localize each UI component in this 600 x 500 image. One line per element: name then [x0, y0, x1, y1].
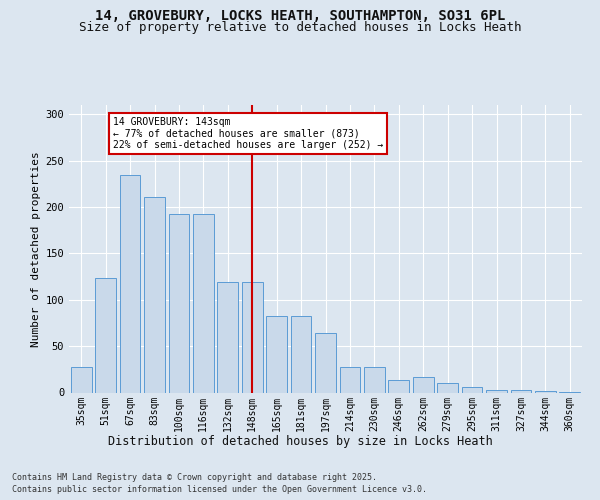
Bar [193, 214, 214, 392]
Y-axis label: Number of detached properties: Number of detached properties [31, 151, 41, 346]
Bar [511, 390, 532, 392]
Text: Contains HM Land Registry data © Crown copyright and database right 2025.: Contains HM Land Registry data © Crown c… [12, 472, 377, 482]
Bar [461, 387, 482, 392]
Text: 14, GROVEBURY, LOCKS HEATH, SOUTHAMPTON, SO31 6PL: 14, GROVEBURY, LOCKS HEATH, SOUTHAMPTON,… [95, 9, 505, 23]
Text: Size of property relative to detached houses in Locks Heath: Size of property relative to detached ho… [79, 22, 521, 35]
Bar [144, 197, 165, 392]
Text: 14 GROVEBURY: 143sqm
← 77% of detached houses are smaller (873)
22% of semi-deta: 14 GROVEBURY: 143sqm ← 77% of detached h… [113, 117, 383, 150]
Bar [340, 368, 361, 392]
Bar [364, 368, 385, 392]
Text: Distribution of detached houses by size in Locks Heath: Distribution of detached houses by size … [107, 435, 493, 448]
Bar [242, 282, 263, 393]
Bar [486, 390, 507, 392]
Bar [95, 278, 116, 392]
Bar [388, 380, 409, 392]
Bar [266, 316, 287, 392]
Bar [290, 316, 311, 392]
Bar [119, 176, 140, 392]
Bar [437, 383, 458, 392]
Bar [71, 368, 92, 392]
Bar [413, 376, 434, 392]
Bar [535, 390, 556, 392]
Bar [315, 333, 336, 392]
Bar [217, 282, 238, 393]
Bar [169, 214, 190, 392]
Text: Contains public sector information licensed under the Open Government Licence v3: Contains public sector information licen… [12, 485, 427, 494]
